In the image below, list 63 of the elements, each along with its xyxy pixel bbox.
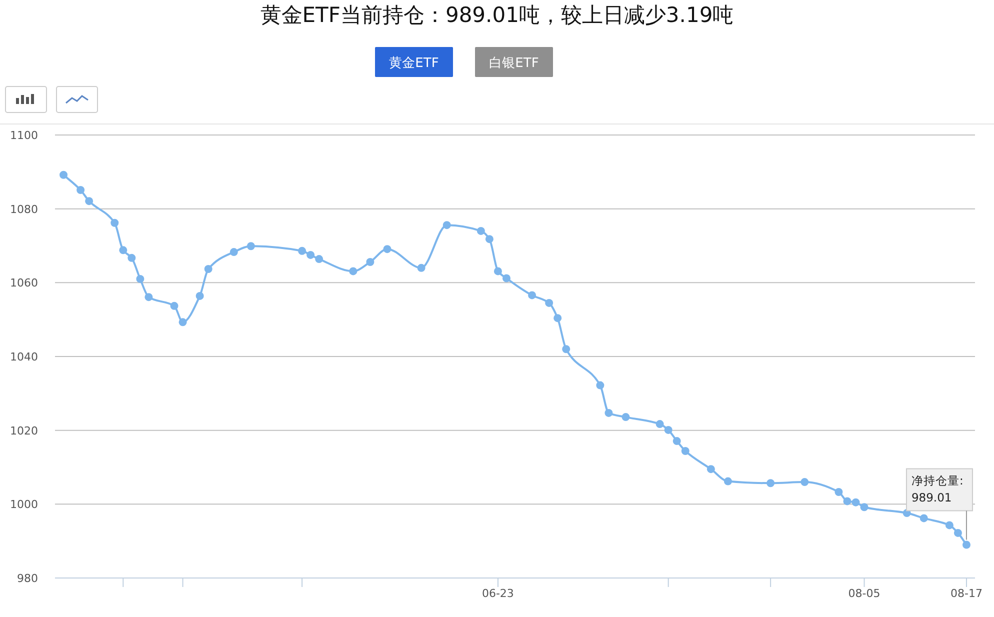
point <box>144 293 153 302</box>
point <box>315 255 324 264</box>
point <box>85 197 94 206</box>
point <box>954 528 962 537</box>
x-tick-label: 08-17 <box>950 587 982 600</box>
y-tick-label: 1080 <box>10 202 38 216</box>
point <box>800 478 809 486</box>
point <box>656 420 664 428</box>
point <box>119 246 128 254</box>
y-tick-label: 1040 <box>10 350 38 364</box>
point <box>545 298 554 307</box>
point <box>298 246 306 255</box>
chart-title: 黄金ETF当前持仓：989.01吨，较上日减少3.19吨 <box>260 3 734 27</box>
point <box>724 477 732 486</box>
annotation: 净持仓量: 989.01 <box>911 474 964 505</box>
y-tick-label: 1000 <box>10 498 38 512</box>
y-tick-label: 1100 <box>10 129 38 142</box>
point <box>366 258 374 266</box>
y-tick-label: 980 <box>17 572 38 585</box>
point <box>596 381 604 390</box>
point <box>485 235 494 244</box>
y-tick-label: 1060 <box>10 276 38 290</box>
point <box>843 497 852 506</box>
point <box>136 274 144 283</box>
point <box>60 170 68 179</box>
point <box>852 498 860 506</box>
point <box>349 267 358 276</box>
point <box>528 291 536 300</box>
point <box>622 413 630 422</box>
point <box>672 437 681 446</box>
x-tick-label: 06-23 <box>482 587 514 600</box>
point <box>962 540 970 549</box>
point <box>604 408 613 417</box>
point <box>230 248 238 256</box>
point <box>178 318 187 326</box>
text: 白银ETF <box>489 56 539 71</box>
point <box>920 514 928 522</box>
x-tick-label: 08-05 <box>848 587 880 600</box>
point <box>664 426 672 434</box>
point <box>834 488 843 496</box>
point <box>110 218 119 227</box>
point <box>476 226 485 235</box>
point <box>306 250 315 259</box>
point <box>170 302 178 310</box>
point <box>706 465 715 474</box>
point <box>562 345 570 354</box>
point <box>554 314 562 322</box>
point <box>945 521 954 530</box>
point <box>204 265 212 274</box>
text: 黄金ETF <box>389 56 439 71</box>
y-tick-label: 1020 <box>10 424 38 438</box>
point <box>246 242 255 250</box>
point <box>681 447 690 456</box>
point <box>860 503 868 512</box>
point <box>766 479 775 488</box>
point <box>494 267 502 276</box>
point <box>502 274 510 282</box>
point <box>383 245 392 254</box>
point <box>76 186 85 194</box>
point <box>128 254 136 262</box>
point <box>442 221 451 230</box>
point <box>417 264 426 272</box>
point <box>196 292 204 300</box>
